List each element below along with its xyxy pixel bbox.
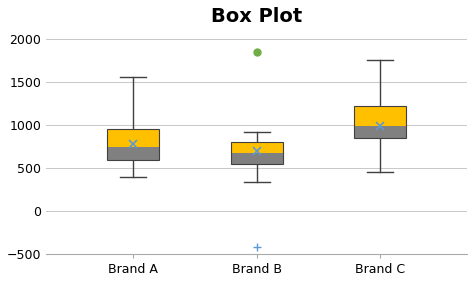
Bar	[107, 129, 159, 160]
Title: Box Plot: Box Plot	[211, 7, 302, 26]
Bar	[231, 142, 283, 153]
Bar	[355, 106, 406, 126]
Bar	[231, 153, 283, 164]
Bar	[231, 142, 283, 164]
Bar	[355, 126, 406, 138]
Bar	[107, 147, 159, 160]
Bar	[355, 106, 406, 138]
Bar	[107, 129, 159, 147]
